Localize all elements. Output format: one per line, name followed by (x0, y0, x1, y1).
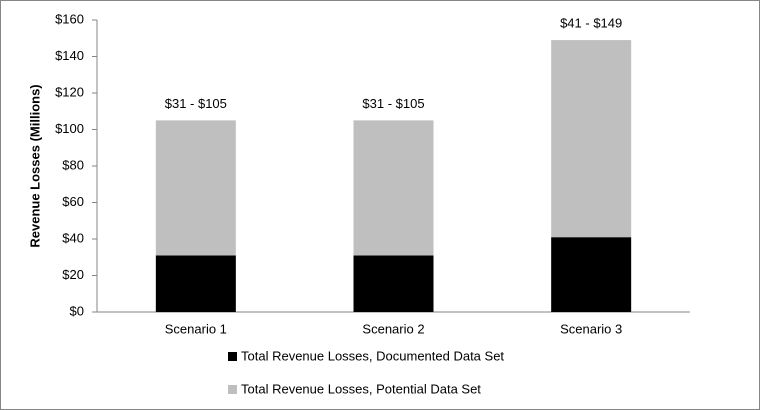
bar-segment (155, 255, 236, 312)
y-tick-label: $100 (55, 121, 84, 136)
y-tick-label: $40 (62, 230, 84, 245)
y-axis-title: Revenue Losses (Millions) (27, 84, 42, 247)
bar-segment (551, 40, 632, 238)
legend-label: Total Revenue Losses, Documented Data Se… (241, 348, 504, 363)
y-tick-label: $60 (62, 194, 84, 209)
bar-segment (551, 237, 632, 312)
y-tick-label: $80 (62, 157, 84, 172)
y-tick-label: $20 (62, 267, 84, 282)
y-tick-label: $120 (55, 84, 84, 99)
bar-annotation: $41 - $149 (560, 16, 622, 31)
bar-segment (353, 120, 434, 256)
legend-swatch (228, 352, 237, 361)
bar-annotation: $31 - $105 (165, 96, 227, 111)
y-tick-label: $140 (55, 48, 84, 63)
x-tick-label: Scenario 1 (165, 321, 227, 336)
y-tick-label: $160 (55, 11, 84, 26)
bar-segment (353, 255, 434, 312)
y-tick-label: $0 (70, 303, 84, 318)
x-tick-label: Scenario 2 (362, 321, 424, 336)
bar-annotation: $31 - $105 (362, 96, 424, 111)
legend-swatch (228, 385, 237, 394)
x-tick-label: Scenario 3 (560, 321, 622, 336)
legend-label: Total Revenue Losses, Potential Data Set (241, 381, 481, 396)
bar-segment (155, 120, 236, 256)
